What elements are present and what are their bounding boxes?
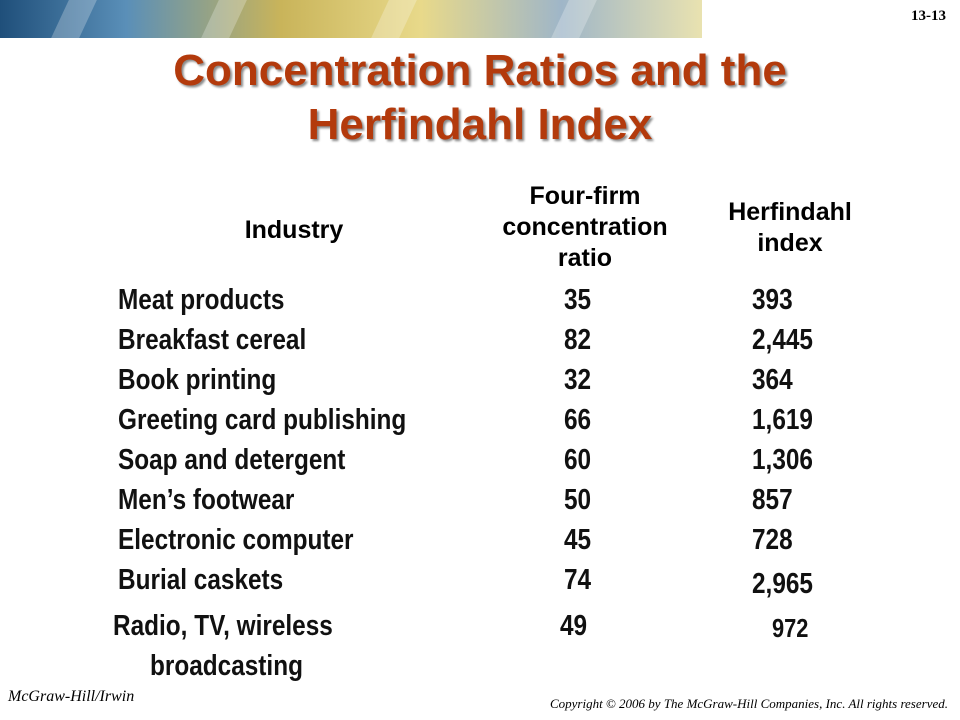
ratio-cell: 74 xyxy=(564,564,592,596)
ratio-cell: 35 xyxy=(564,284,592,316)
index-cell: 2,965 xyxy=(752,568,813,600)
header-herfindahl: Herfindahl index xyxy=(690,197,890,259)
table-row: Meat products 35 393 xyxy=(0,280,960,320)
table-row: Book printing 32 364 xyxy=(0,360,960,400)
industry-cell: Radio, TV, wireless xyxy=(113,610,333,642)
header-banner xyxy=(0,0,702,38)
header-herfindahl-line-1: Herfindahl xyxy=(728,198,852,226)
copyright-notice: Copyright © 2006 by The McGraw-Hill Comp… xyxy=(549,696,948,711)
index-cell: 1,619 xyxy=(752,404,813,436)
ratio-cell: 32 xyxy=(564,364,592,396)
slide-number: 13-13 xyxy=(911,8,946,24)
index-cell: 2,445 xyxy=(752,324,813,356)
ratio-cell: 82 xyxy=(564,324,592,356)
header-concentration-line-1: Four-firm xyxy=(529,182,641,210)
industry-cell: Soap and detergent xyxy=(118,444,346,476)
ratio-cell: 60 xyxy=(564,444,592,476)
industry-cell: Men’s footwear xyxy=(118,484,295,516)
index-cell: 393 xyxy=(752,284,793,316)
table-row: Soap and detergent 60 1,306 xyxy=(0,440,960,480)
index-cell: 364 xyxy=(752,364,793,396)
industry-cell: Book printing xyxy=(118,364,277,396)
industry-cell-continuation: broadcasting xyxy=(150,650,303,682)
table-row: Breakfast cereal 82 2,445 xyxy=(0,320,960,360)
index-cell: 728 xyxy=(752,524,793,556)
ratio-cell: 50 xyxy=(564,484,592,516)
index-cell: 1,306 xyxy=(752,444,813,476)
table-row: Greeting card publishing 66 1,619 xyxy=(0,400,960,440)
header-herfindahl-line-2: index xyxy=(757,229,823,257)
industry-cell: Meat products xyxy=(118,284,285,316)
title-line-2: Herfindahl Index xyxy=(307,100,653,149)
header-concentration-line-3: ratio xyxy=(557,244,613,272)
industry-cell: Greeting card publishing xyxy=(118,404,407,436)
title-line-1: Concentration Ratios and the xyxy=(173,46,787,95)
industry-cell: Electronic computer xyxy=(118,524,354,556)
table-row: Burial caskets 74 2,965 xyxy=(0,560,960,600)
table-row: Radio, TV, wireless 49 972 broadcasting xyxy=(0,600,960,682)
table-row: Electronic computer 45 728 xyxy=(0,520,960,560)
ratio-cell: 45 xyxy=(564,524,592,556)
publisher-label: McGraw-Hill/Irwin xyxy=(8,688,135,705)
header-concentration: Four-firm concentration ratio xyxy=(470,181,700,274)
industry-cell: Burial caskets xyxy=(118,564,284,596)
index-cell: 857 xyxy=(752,484,793,516)
ratio-cell: 66 xyxy=(564,404,592,436)
data-table: Meat products 35 393 Breakfast cereal 82… xyxy=(0,280,960,682)
industry-cell: Breakfast cereal xyxy=(118,324,307,356)
index-cell: 972 xyxy=(772,613,809,643)
slide-title: Concentration Ratios and the Herfindahl … xyxy=(0,44,960,152)
table-row: Men’s footwear 50 857 xyxy=(0,480,960,520)
ratio-cell: 49 xyxy=(560,610,588,642)
header-concentration-line-2: concentration xyxy=(502,213,668,241)
header-industry: Industry xyxy=(244,216,344,244)
